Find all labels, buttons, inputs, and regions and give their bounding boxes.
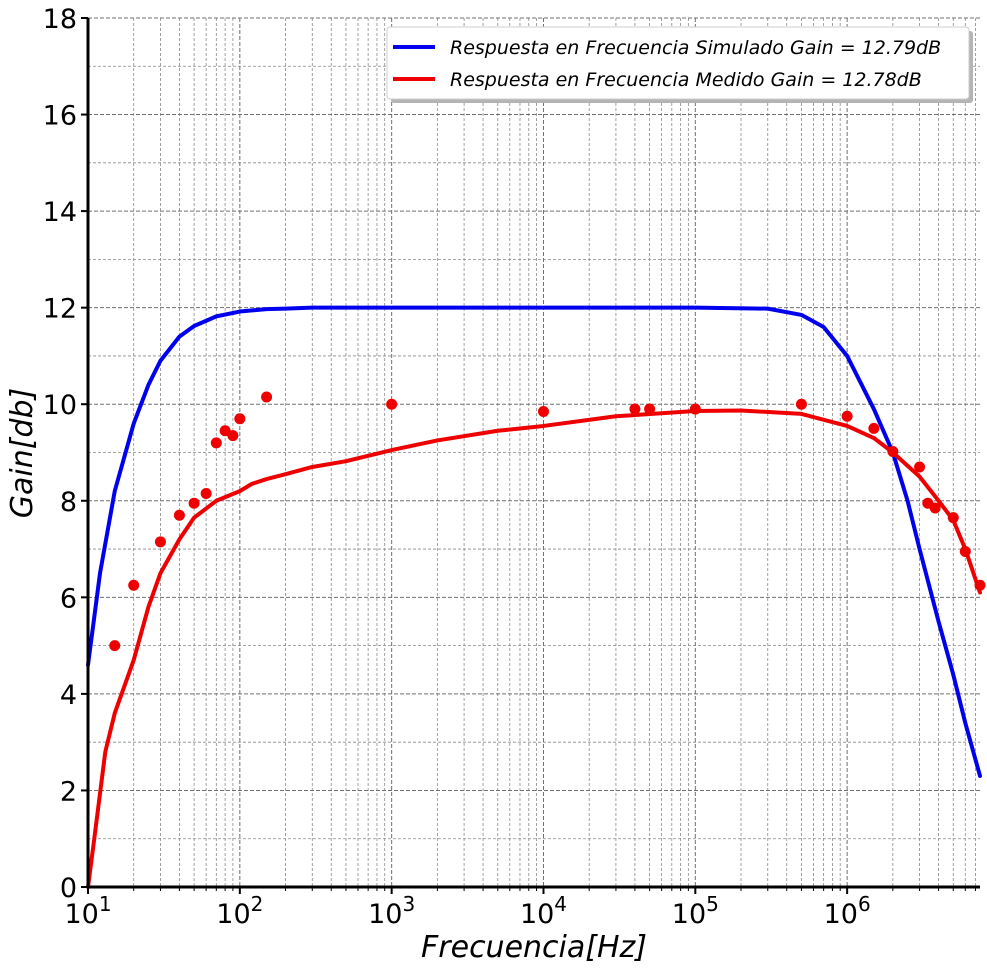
legend: Respuesta en Frecuencia Simulado Gain = … [386,26,973,103]
x-tick-label: 106 [824,892,871,930]
data-point [959,545,971,557]
x-tick-label: 104 [520,892,567,930]
x-tick-label: 101 [64,892,111,930]
data-point [154,536,166,548]
ticks-layer: 0 2 4 6 8 10 12 14 16 18 101 102 103 104 105 106 [43,4,976,930]
data-point [210,437,222,449]
y-tick-label: 12 [43,294,77,325]
data-point [173,509,185,521]
x-axis-title: Frecuencia[Hz] [421,930,647,965]
data-point [887,446,899,458]
legend-label-simulado: Respuesta en Frecuencia Simulado Gain = … [450,37,941,59]
y-axis-title: Gain[db] [5,388,40,518]
data-point [644,403,656,415]
series-line-0 [86,305,982,778]
data-point [795,398,807,410]
y-tick-label: 14 [43,197,77,228]
y-tick-label: 16 [43,101,77,132]
data-point [537,405,549,417]
y-tick-label: 4 [60,680,77,711]
legend-label-medido: Respuesta en Frecuencia Medido Gain = 12… [450,69,922,91]
x-tick-label: 103 [368,892,415,930]
data-point [128,579,140,591]
data-point [629,403,641,415]
data-point [188,497,200,509]
y-tick-label: 0 [60,873,77,904]
data-point [234,413,246,425]
data-point [914,461,926,473]
y-tick-label: 8 [60,487,77,518]
axes-layer [86,18,980,889]
data-point [689,403,701,415]
y-tick-label: 2 [60,776,77,807]
data-point [841,410,853,422]
y-tick-label: 18 [43,4,77,35]
data-point [227,430,239,442]
y-tick-label: 10 [43,390,77,421]
series-layer [86,305,986,889]
x-tick-label: 102 [216,892,263,930]
x-tick-label: 105 [672,892,719,930]
data-point [109,640,121,652]
data-point [929,502,941,514]
data-point [947,512,959,524]
data-point [261,391,273,403]
data-point [386,398,398,410]
data-point [974,579,986,591]
data-point [868,422,880,434]
legend-box [386,26,970,100]
data-point [200,488,212,500]
y-tick-label: 6 [60,583,77,614]
